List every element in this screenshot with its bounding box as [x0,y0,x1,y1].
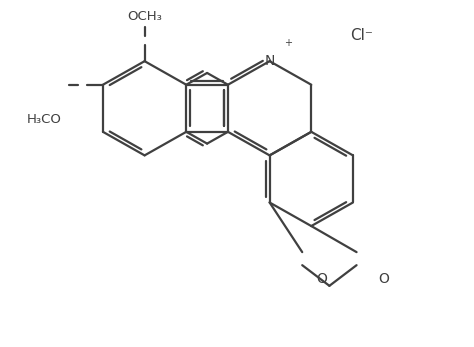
Text: +: + [284,39,292,49]
Text: O: O [317,272,328,286]
Text: H₃CO: H₃CO [27,113,61,126]
Text: N: N [264,54,275,68]
Text: OCH₃: OCH₃ [127,10,162,23]
Text: O: O [378,272,389,286]
Text: Cl⁻: Cl⁻ [351,28,374,43]
